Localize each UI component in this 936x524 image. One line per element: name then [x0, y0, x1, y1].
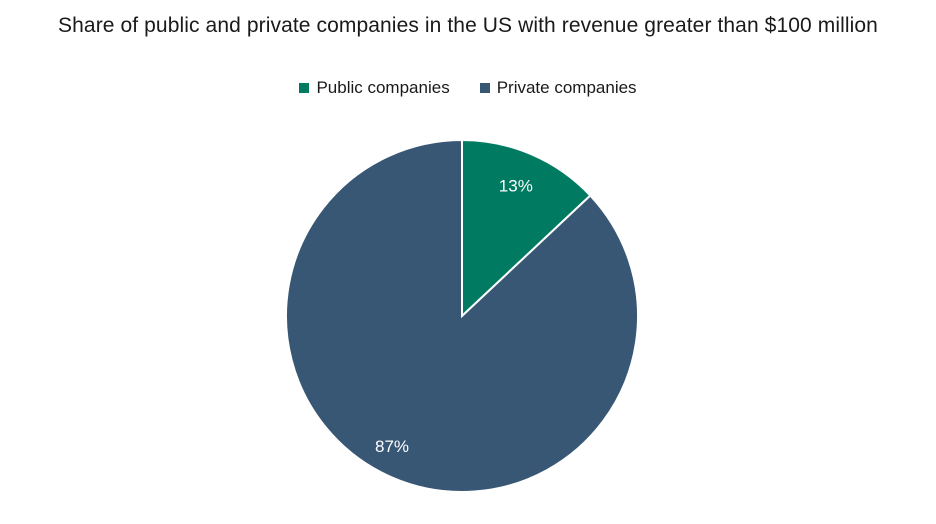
pie-slice-private — [285, 138, 639, 493]
legend-item-public: Public companies — [299, 78, 450, 98]
legend-item-private: Private companies — [479, 78, 637, 98]
legend-label-public: Public companies — [316, 78, 450, 97]
legend-swatch-public — [299, 83, 310, 93]
chart-title: Share of public and private companies in… — [58, 14, 878, 37]
chart-legend: Public companies Private companies — [0, 78, 936, 98]
slice-label-private: 87% — [375, 437, 409, 456]
slice-label-public: 13% — [499, 177, 533, 196]
legend-swatch-private — [479, 83, 490, 93]
legend-label-private: Private companies — [496, 78, 637, 97]
pie-slice-public — [461, 138, 592, 319]
